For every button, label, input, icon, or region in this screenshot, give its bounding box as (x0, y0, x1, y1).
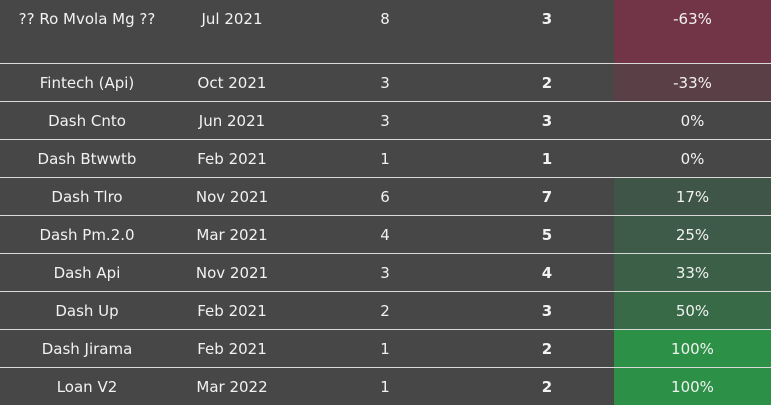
month: Feb 2021 (197, 340, 267, 358)
table-row: Dash Cnto Jun 2021 3 3 0% (0, 102, 771, 140)
row-divider (0, 63, 771, 64)
count-value: 1 (380, 150, 390, 168)
percent-change: -63% (614, 0, 771, 64)
table-row: Dash Btwwtb Feb 2021 1 1 0% (0, 140, 771, 178)
total-value: 7 (541, 188, 553, 206)
row-divider (0, 101, 771, 102)
percent-change: 25% (614, 216, 771, 254)
month: Jul 2021 (201, 10, 263, 28)
total-value: 2 (541, 74, 553, 92)
project-name: ?? Ro Mvola Mg ?? (18, 10, 156, 28)
total-value: 1 (541, 150, 553, 168)
project-name: Loan V2 (56, 377, 118, 396)
total-value: 3 (541, 10, 553, 28)
row-divider (0, 329, 771, 330)
table-row: Dash Api Nov 2021 3 4 33% (0, 254, 771, 292)
percent-change: 0% (614, 140, 771, 178)
total-value: 2 (541, 340, 553, 358)
month: Oct 2021 (197, 74, 267, 92)
table-row: Dash Pm.2.0 Mar 2021 4 5 25% (0, 216, 771, 254)
month: Nov 2021 (195, 188, 269, 206)
total-value: 2 (541, 377, 553, 396)
count-value: 6 (380, 188, 390, 206)
project-name: Dash Up (55, 302, 119, 320)
month: Nov 2021 (195, 264, 269, 282)
percent-change: 50% (614, 292, 771, 330)
row-divider (0, 177, 771, 178)
percent-change: 100% (614, 368, 771, 405)
count-value: 3 (380, 112, 390, 130)
table-row: Dash Up Feb 2021 2 3 50% (0, 292, 771, 330)
month: Mar 2022 (196, 377, 268, 396)
total-value: 5 (541, 226, 553, 244)
project-name: Dash Btwwtb (37, 150, 137, 168)
row-divider (0, 215, 771, 216)
percent-change: 0% (614, 102, 771, 140)
project-name: Dash Cnto (48, 112, 126, 130)
project-name: Fintech (Api) (39, 74, 135, 92)
project-name: Dash Tlro (51, 188, 123, 206)
percent-change: 17% (614, 178, 771, 216)
count-value: 1 (380, 340, 390, 358)
percent-change: -33% (614, 64, 771, 102)
project-name: Dash Jirama (41, 340, 133, 358)
count-value: 4 (380, 226, 390, 244)
count-value: 1 (380, 377, 390, 396)
total-value: 3 (541, 302, 553, 320)
row-divider (0, 367, 771, 368)
table-row: ?? Ro Mvola Mg ?? Jul 2021 8 3 -63% (0, 0, 771, 64)
month: Jun 2021 (198, 112, 266, 130)
table-row: Fintech (Api) Oct 2021 3 2 -33% (0, 64, 771, 102)
count-value: 3 (380, 74, 390, 92)
month: Mar 2021 (196, 226, 268, 244)
row-divider (0, 139, 771, 140)
project-name: Dash Pm.2.0 (39, 226, 135, 244)
count-value: 8 (380, 10, 390, 28)
total-value: 3 (541, 112, 553, 130)
month: Feb 2021 (197, 150, 267, 168)
percent-change: 100% (614, 330, 771, 368)
count-value: 3 (380, 264, 390, 282)
table-row: Loan V2 Mar 2022 1 2 100% (0, 368, 771, 405)
project-name: Dash Api (53, 264, 121, 282)
table-row: Dash Tlro Nov 2021 6 7 17% (0, 178, 771, 216)
total-value: 4 (541, 264, 553, 282)
table-row: Dash Jirama Feb 2021 1 2 100% (0, 330, 771, 368)
row-divider (0, 253, 771, 254)
count-value: 2 (380, 302, 390, 320)
row-divider (0, 291, 771, 292)
percent-change: 33% (614, 254, 771, 292)
month: Feb 2021 (197, 302, 267, 320)
